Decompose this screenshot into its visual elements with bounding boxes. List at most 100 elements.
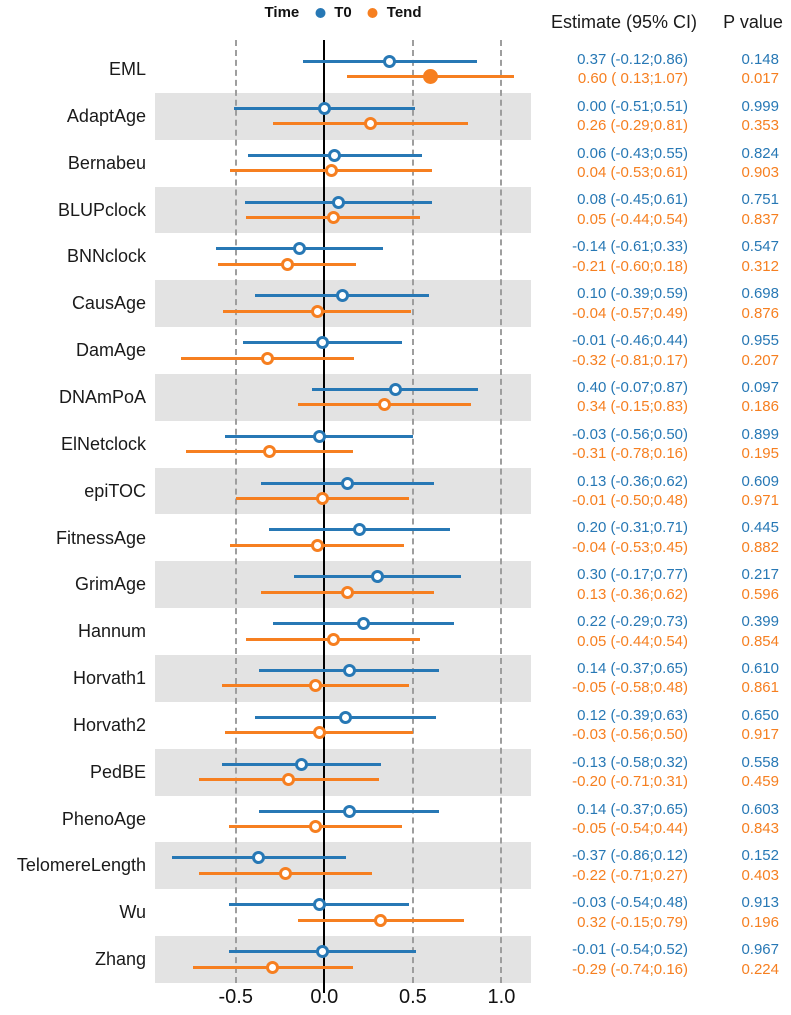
estimate-text-tend: -0.05 (-0.58;0.48) <box>572 679 688 697</box>
estimate-text-t0: 0.10 (-0.39;0.59) <box>577 285 688 303</box>
estimate-text-t0: -0.37 (-0.86;0.12) <box>572 847 688 865</box>
pvalue-text-t0: 0.217 <box>741 566 779 584</box>
legend-dot-icon <box>367 7 378 18</box>
row-label: CausAge <box>71 293 146 314</box>
estimate-text-tend: 0.13 (-0.36;0.62) <box>577 585 688 603</box>
row-label: Wu <box>119 902 146 923</box>
estimate-cell: -0.14 (-0.61;0.33) -0.21 (-0.60;0.18) <box>572 233 688 280</box>
row-label: BNNclock <box>66 246 146 267</box>
row-label: PedBE <box>89 761 146 782</box>
pvalue-text-tend: 0.195 <box>741 445 779 463</box>
estimate-cell: 0.22 (-0.29;0.73) 0.05 (-0.44;0.54) <box>577 608 688 655</box>
pvalue-text-t0: 0.609 <box>741 472 779 490</box>
pvalue-text-tend: 0.403 <box>741 866 779 884</box>
estimate-text-tend: 0.26 (-0.29;0.81) <box>577 117 688 135</box>
row-label: Horvath2 <box>72 714 146 735</box>
estimate-point-t0 <box>312 898 326 912</box>
pvalue-cell: 0.824 0.903 <box>741 140 779 187</box>
pvalue-text-tend: 0.903 <box>741 164 779 182</box>
pvalue-text-tend: 0.353 <box>741 117 779 135</box>
estimate-cell: -0.01 (-0.54;0.52) -0.29 (-0.74;0.16) <box>572 936 688 983</box>
pvalue-text-tend: 0.861 <box>741 679 779 697</box>
pvalue-text-t0: 0.399 <box>741 613 779 631</box>
legend-item-t0: T0 <box>315 4 352 21</box>
estimate-text-tend: -0.20 (-0.71;0.31) <box>572 773 688 791</box>
estimate-text-t0: 0.22 (-0.29;0.73) <box>577 613 688 631</box>
pvalue-text-t0: 0.152 <box>741 847 779 865</box>
row-label: Bernabeu <box>67 152 146 173</box>
estimate-point-t0 <box>342 664 356 677</box>
pvalue-text-tend: 0.312 <box>741 257 779 275</box>
row-band <box>155 467 531 515</box>
pvalue-text-t0: 0.603 <box>741 800 779 818</box>
estimate-cell: 0.00 (-0.51;0.51) 0.26 (-0.29;0.81) <box>577 93 688 140</box>
row-label: FitnessAge <box>55 527 146 548</box>
estimate-point-tend <box>280 257 294 271</box>
estimate-point-tend <box>316 492 330 506</box>
pvalue-cell: 0.399 0.854 <box>741 608 779 655</box>
estimate-point-tend <box>340 585 354 599</box>
row-band <box>155 655 531 702</box>
pvalue-text-t0: 0.967 <box>741 941 779 959</box>
pvalue-text-t0: 0.558 <box>741 753 779 771</box>
estimate-cell: 0.06 (-0.43;0.55) 0.04 (-0.53;0.61) <box>577 140 688 187</box>
estimate-text-tend: -0.01 (-0.50;0.48) <box>572 492 688 510</box>
pvalue-text-tend: 0.837 <box>741 210 779 228</box>
estimate-point-t0 <box>293 242 307 256</box>
estimate-text-tend: 0.04 (-0.53;0.61) <box>577 164 688 182</box>
gridline-dashed <box>500 40 503 983</box>
estimate-text-t0: 0.14 (-0.37;0.65) <box>577 659 688 677</box>
row-band <box>155 561 531 609</box>
estimate-cell: -0.37 (-0.86;0.12) -0.22 (-0.71;0.27) <box>572 842 688 889</box>
estimate-text-tend: -0.29 (-0.74;0.16) <box>572 960 688 978</box>
row-label: Zhang <box>94 949 146 970</box>
pvalue-cell: 0.603 0.843 <box>741 796 779 843</box>
pvalue-text-tend: 0.186 <box>741 398 779 416</box>
legend-item-tend: Tend <box>367 4 421 21</box>
zero-line <box>323 40 326 993</box>
estimate-text-tend: 0.32 (-0.15;0.79) <box>577 913 688 931</box>
estimate-point-t0 <box>316 945 330 959</box>
estimate-text-t0: -0.13 (-0.58;0.32) <box>572 753 688 771</box>
pvalue-text-tend: 0.196 <box>741 913 779 931</box>
estimate-point-t0 <box>370 570 384 584</box>
estimate-point-t0 <box>388 382 402 396</box>
row-label: TelomereLength <box>16 855 146 876</box>
estimate-cell: 0.37 (-0.12;0.86) 0.60 ( 0.13;1.07) <box>577 46 688 93</box>
row-label: DamAge <box>75 340 146 361</box>
pvalue-text-t0: 0.999 <box>741 97 779 115</box>
estimate-text-tend: 0.34 (-0.15;0.83) <box>577 398 688 416</box>
estimate-text-t0: 0.14 (-0.37;0.65) <box>577 800 688 818</box>
pvalue-text-tend: 0.971 <box>741 492 779 510</box>
x-tick-label: 0.0 <box>310 986 339 1008</box>
row-label: EML <box>108 59 146 79</box>
estimate-text-t0: -0.01 (-0.46;0.44) <box>572 332 688 350</box>
pvalue-cell: 0.097 0.186 <box>741 374 779 421</box>
estimate-text-tend: -0.32 (-0.81;0.17) <box>572 351 688 369</box>
estimate-text-tend: -0.04 (-0.57;0.49) <box>572 304 688 322</box>
estimate-point-t0 <box>252 851 266 865</box>
pvalue-text-tend: 0.017 <box>741 70 779 88</box>
legend-item-label: T0 <box>334 4 352 21</box>
pvalue-cell: 0.999 0.353 <box>741 93 779 140</box>
row-label: epiTOC <box>84 480 146 501</box>
estimate-text-t0: -0.03 (-0.54;0.48) <box>572 894 688 912</box>
pvalue-text-t0: 0.547 <box>741 238 779 256</box>
pvalue-text-tend: 0.854 <box>741 632 779 650</box>
estimate-point-tend <box>363 117 377 131</box>
estimate-text-t0: 0.06 (-0.43;0.55) <box>577 144 688 162</box>
row-label: Hannum <box>77 621 146 642</box>
legend: Time T0 Tend <box>265 4 422 21</box>
estimate-cell: -0.13 (-0.58;0.32) -0.20 (-0.71;0.31) <box>572 749 688 796</box>
pvalue-text-tend: 0.596 <box>741 585 779 603</box>
pvalue-cell: 0.955 0.207 <box>741 327 779 374</box>
estimate-text-t0: 0.20 (-0.31;0.71) <box>577 519 688 537</box>
pvalue-cell: 0.899 0.195 <box>741 421 779 468</box>
pvalue-text-tend: 0.843 <box>741 820 779 838</box>
estimate-point-tend <box>262 445 276 459</box>
estimate-cell: 0.40 (-0.07;0.87) 0.34 (-0.15;0.83) <box>577 374 688 421</box>
pvalue-cell: 0.698 0.876 <box>741 280 779 327</box>
estimate-point-t0 <box>342 804 356 818</box>
pvalue-text-tend: 0.876 <box>741 304 779 322</box>
